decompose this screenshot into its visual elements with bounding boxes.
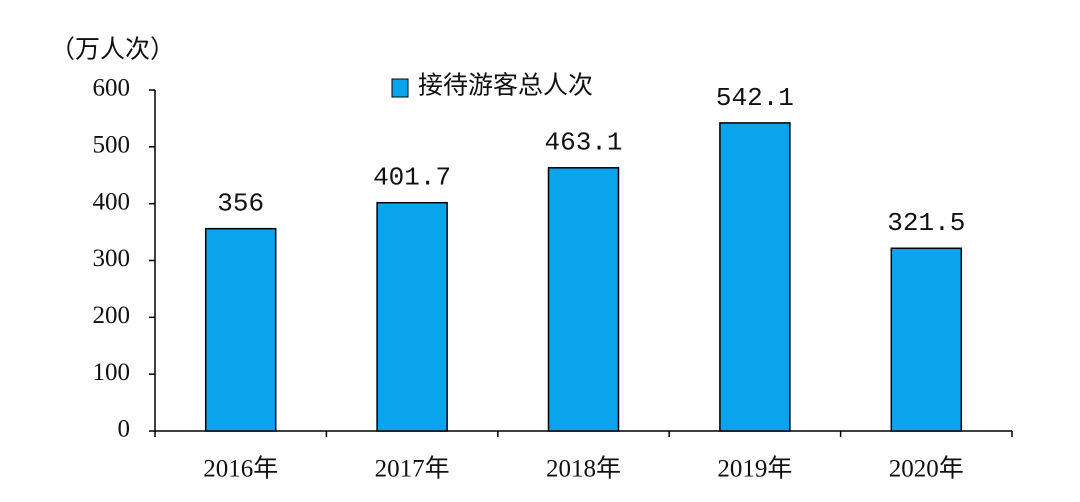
value-label: 542.1 bbox=[716, 83, 794, 113]
y-tick-label: 0 bbox=[118, 416, 131, 443]
bar bbox=[890, 247, 963, 432]
legend-label: 接待游客总人次 bbox=[418, 72, 593, 100]
y-tick-label: 300 bbox=[93, 245, 131, 272]
x-tick-label: 2018年 bbox=[546, 455, 621, 483]
bar bbox=[719, 122, 791, 432]
y-tick-label: 100 bbox=[93, 359, 131, 386]
y-tick-label: 200 bbox=[93, 302, 131, 329]
x-tick-label: 2017年 bbox=[375, 455, 450, 483]
y-tick-label: 600 bbox=[93, 75, 131, 102]
y-axis-label: （万人次） bbox=[50, 36, 175, 64]
bar bbox=[376, 201, 448, 432]
bar bbox=[204, 227, 277, 432]
y-tick-label: 400 bbox=[93, 188, 131, 215]
y-tick-label: 500 bbox=[93, 132, 131, 159]
value-label: 321.5 bbox=[887, 208, 965, 238]
value-label: 401.7 bbox=[373, 163, 451, 193]
value-label: 356 bbox=[217, 189, 264, 219]
x-tick-label: 2019年 bbox=[717, 455, 792, 483]
legend-swatch bbox=[391, 78, 409, 98]
x-tick-label: 2016年 bbox=[203, 455, 278, 483]
bar bbox=[547, 167, 620, 432]
x-tick-label: 2020年 bbox=[889, 455, 964, 483]
value-label: 463.1 bbox=[544, 128, 622, 158]
